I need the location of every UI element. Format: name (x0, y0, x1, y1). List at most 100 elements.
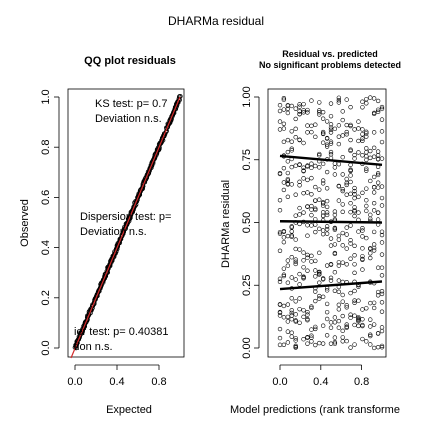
residual-point (328, 130, 334, 135)
residual-point (313, 326, 318, 332)
residual-point (332, 339, 338, 345)
ks-test-label: KS test: p= 0.7 (95, 98, 167, 110)
residual-point (309, 333, 314, 338)
residual-point (301, 168, 306, 173)
residual-point (328, 275, 334, 281)
residual-point (340, 299, 345, 304)
residual-point (293, 277, 298, 282)
residual-point (364, 96, 369, 102)
residual-point (332, 341, 338, 346)
residual-point (340, 230, 345, 236)
residual-point (360, 225, 365, 231)
residual-point (285, 263, 291, 268)
residual-point (379, 300, 385, 305)
residual-point (348, 312, 353, 317)
qq-y-tick-label: 0.0 (40, 340, 52, 355)
residual-point (375, 185, 381, 190)
residual-y-axis: 0.00 0.25 0.50 0.75 1.00 (241, 86, 260, 359)
residual-point (336, 134, 342, 139)
residual-point (277, 103, 283, 108)
residual-point (324, 301, 330, 307)
residual-point (305, 268, 310, 273)
residual-point (328, 139, 334, 144)
residual-x-tick-label: 0.8 (354, 376, 369, 388)
residual-point (324, 136, 330, 141)
residual-point (317, 280, 322, 285)
residual-point (356, 229, 361, 234)
residual-point (320, 213, 326, 219)
residual-point (277, 279, 283, 285)
residual-point (348, 209, 353, 215)
quantile-lines (279, 154, 383, 291)
residual-point (352, 195, 357, 201)
residual-point (277, 276, 283, 282)
residual-point (364, 235, 369, 241)
residual-point (277, 207, 283, 213)
residual-point (336, 233, 342, 239)
residual-point (356, 126, 361, 131)
residual-point (371, 248, 377, 253)
residual-point (371, 242, 377, 247)
residual-point (348, 256, 353, 261)
residual-point (352, 262, 357, 267)
residual-point (297, 205, 302, 211)
residual-point (344, 262, 349, 267)
residual-point (360, 190, 365, 196)
residual-point (285, 302, 291, 307)
residual-point (336, 198, 342, 203)
residual-point (328, 113, 334, 119)
qq-x-axis: 0.0 0.4 0.8 (67, 364, 167, 388)
residual-point (313, 134, 318, 140)
residual-point (340, 328, 345, 334)
residual-point (289, 148, 294, 153)
residual-x-axis: 0.0 0.4 0.8 (272, 364, 369, 388)
residual-point (348, 148, 353, 154)
residual-point (301, 176, 306, 181)
residual-point (336, 183, 342, 189)
residual-point (293, 213, 298, 218)
residual-point (352, 243, 357, 248)
residual-point (313, 258, 318, 264)
residual-point (297, 183, 302, 188)
residual-point (364, 208, 369, 214)
residual-point (352, 313, 357, 318)
ks-deviation-label: Deviation n.s. (95, 113, 162, 125)
residual-point (293, 319, 298, 324)
residual-y-tick-label: 0.50 (241, 212, 253, 233)
residual-point (356, 298, 361, 303)
residual-point (340, 172, 345, 177)
residual-subtitle: No significant problems detected (259, 60, 401, 70)
residual-plot-frame (267, 88, 387, 358)
residual-point (305, 255, 310, 260)
residual-point (348, 122, 353, 128)
residual-point (285, 280, 291, 285)
residual-point (285, 149, 291, 155)
residual-point (289, 334, 294, 339)
residual-point (285, 176, 291, 182)
residual-point (368, 342, 373, 347)
residual-point (360, 138, 365, 143)
residual-point (379, 106, 385, 112)
qq-y-tick-label: 0.2 (40, 290, 52, 305)
residual-point (313, 324, 318, 330)
residual-point (332, 320, 338, 325)
residual-title: Residual vs. predicted (282, 49, 378, 59)
residual-point (368, 251, 373, 256)
outlier-deviation-label: tion n.s. (74, 341, 113, 353)
residual-point (285, 170, 291, 176)
residual-point (320, 203, 326, 208)
residual-point (309, 123, 314, 129)
residual-point (332, 212, 338, 218)
residual-point (368, 212, 373, 218)
residual-point (344, 305, 349, 310)
residual-point (277, 231, 283, 236)
residual-point (348, 104, 353, 110)
residual-point (289, 234, 294, 239)
residual-point (371, 154, 377, 159)
residual-y-tick-label: 0.00 (241, 337, 253, 358)
residual-point (301, 140, 306, 146)
residual-point (277, 313, 283, 318)
residual-point (293, 126, 298, 132)
residual-point (344, 182, 349, 188)
residual-point (352, 300, 357, 306)
